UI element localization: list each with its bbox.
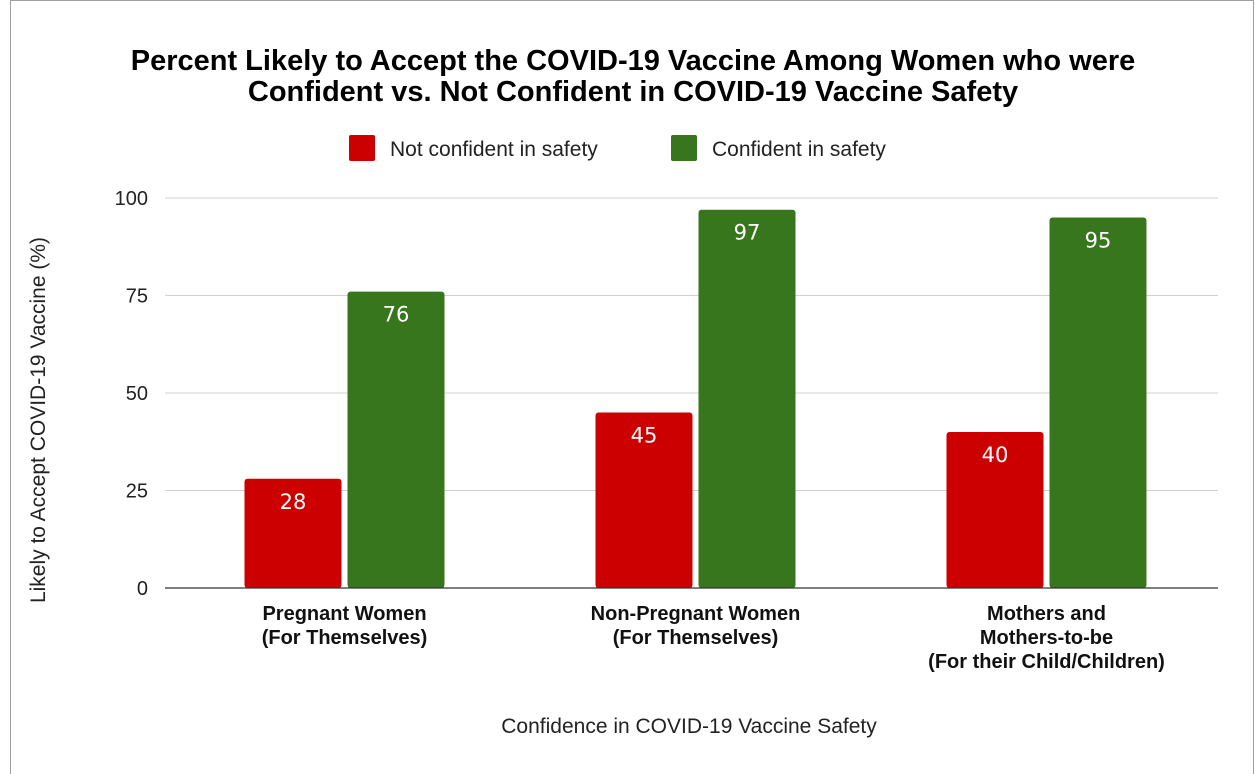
data-label: 45 xyxy=(631,424,658,448)
data-label: 95 xyxy=(1085,229,1112,253)
chart-title: Percent Likely to Accept the COVID-19 Va… xyxy=(131,45,1136,108)
x-axis-categories: Pregnant Women(For Themselves)Non-Pregna… xyxy=(262,603,1165,673)
y-axis-title: Likely to Accept COVID-19 Vaccine (%) xyxy=(27,237,50,603)
bar xyxy=(595,412,693,588)
legend: Not confident in safety Confident in safe… xyxy=(349,135,886,161)
bar xyxy=(946,432,1044,588)
legend-label: Not confident in safety xyxy=(390,138,598,161)
x-tick-label: (For Themselves) xyxy=(613,627,779,649)
x-tick-label: Pregnant Women xyxy=(262,603,426,625)
y-tick-label: 100 xyxy=(115,188,148,210)
y-tick-label: 25 xyxy=(126,481,148,503)
data-label: 97 xyxy=(734,221,761,245)
chart-title-line: Percent Likely to Accept the COVID-19 Va… xyxy=(131,45,1136,77)
data-label: 28 xyxy=(280,490,307,514)
y-tick-label: 0 xyxy=(137,578,148,600)
bar xyxy=(347,291,445,588)
legend-label: Confident in safety xyxy=(712,138,886,161)
data-label: 76 xyxy=(383,303,410,327)
data-labels: 28 76 45 97 40 95 xyxy=(280,221,1112,514)
x-tick-label: Non-Pregnant Women xyxy=(591,603,801,625)
bar xyxy=(1049,217,1147,588)
y-tick-label: 50 xyxy=(126,383,148,405)
chart-frame xyxy=(10,0,1254,774)
legend-swatch xyxy=(671,135,697,161)
x-axis-title: Confidence in COVID-19 Vaccine Safety xyxy=(501,715,877,738)
chart-title-line: Confident vs. Not Confident in COVID-19 … xyxy=(248,76,1018,108)
bar xyxy=(698,209,796,588)
x-tick-label: Mothers and xyxy=(987,603,1106,625)
x-tick-label: (For Themselves) xyxy=(262,627,428,649)
legend-swatch xyxy=(349,135,375,161)
y-tick-label: 75 xyxy=(126,286,148,308)
x-tick-label: (For their Child/Children) xyxy=(928,651,1165,673)
x-tick-label: Mothers-to-be xyxy=(980,627,1113,649)
y-axis-ticks: 0 25 50 75 100 xyxy=(115,188,148,600)
data-label: 40 xyxy=(982,443,1009,467)
bars xyxy=(244,209,1147,588)
bar xyxy=(244,478,342,588)
